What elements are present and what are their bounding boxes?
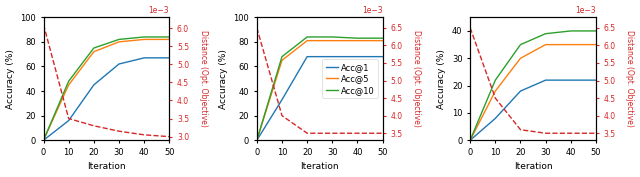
Y-axis label: Accuracy (%): Accuracy (%) <box>437 49 446 109</box>
X-axis label: Iteration: Iteration <box>300 162 339 172</box>
Text: 1e−3: 1e−3 <box>148 6 170 15</box>
Legend: Acc@1, Acc@5, Acc@10: Acc@1, Acc@5, Acc@10 <box>322 59 378 98</box>
Y-axis label: Distance (Opt. Objective): Distance (Opt. Objective) <box>412 30 421 127</box>
Y-axis label: Distance (Opt. Objective): Distance (Opt. Objective) <box>199 30 208 127</box>
Text: 1e−3: 1e−3 <box>362 6 383 15</box>
Text: 1e−3: 1e−3 <box>575 6 596 15</box>
X-axis label: Iteration: Iteration <box>87 162 125 172</box>
Y-axis label: Accuracy (%): Accuracy (%) <box>6 49 15 109</box>
Y-axis label: Accuracy (%): Accuracy (%) <box>219 49 228 109</box>
Y-axis label: Distance (Opt. Objective): Distance (Opt. Objective) <box>625 30 634 127</box>
X-axis label: Iteration: Iteration <box>514 162 552 172</box>
